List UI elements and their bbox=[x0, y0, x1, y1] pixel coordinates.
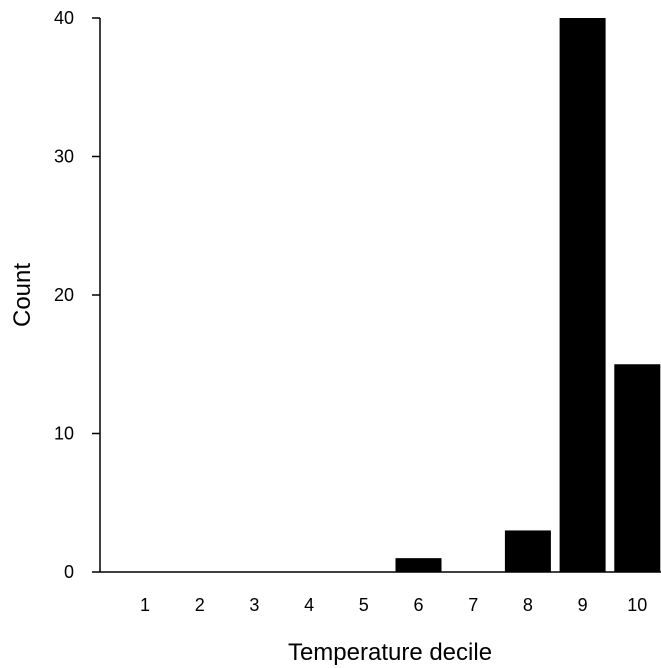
bar-9 bbox=[559, 18, 606, 572]
x-tick-label: 9 bbox=[578, 595, 588, 615]
x-tick-label: 5 bbox=[359, 595, 369, 615]
y-axis-title: Count bbox=[9, 263, 36, 327]
x-tick-label: 2 bbox=[195, 595, 205, 615]
y-tick-label: 0 bbox=[64, 562, 74, 582]
x-axis-title: Temperature decile bbox=[288, 639, 492, 666]
x-tick-label: 10 bbox=[627, 595, 647, 615]
x-tick-label: 7 bbox=[468, 595, 478, 615]
bar-8 bbox=[504, 530, 551, 572]
x-tick-label: 1 bbox=[140, 595, 150, 615]
y-tick-label: 20 bbox=[54, 285, 74, 305]
bars bbox=[100, 18, 661, 573]
x-tick-label: 8 bbox=[523, 595, 533, 615]
bar-10 bbox=[614, 364, 661, 572]
y-tick-label: 40 bbox=[54, 8, 74, 28]
y-axis: 0 10 20 30 40 bbox=[54, 8, 101, 582]
x-tick-label: 6 bbox=[413, 595, 423, 615]
y-tick-label: 10 bbox=[54, 424, 74, 444]
x-tick-label: 4 bbox=[304, 595, 314, 615]
bar-6 bbox=[395, 558, 442, 572]
x-tick-labels: 1 2 3 4 5 6 7 8 9 10 bbox=[140, 595, 647, 615]
y-tick-label: 30 bbox=[54, 147, 74, 167]
x-tick-label: 3 bbox=[249, 595, 259, 615]
